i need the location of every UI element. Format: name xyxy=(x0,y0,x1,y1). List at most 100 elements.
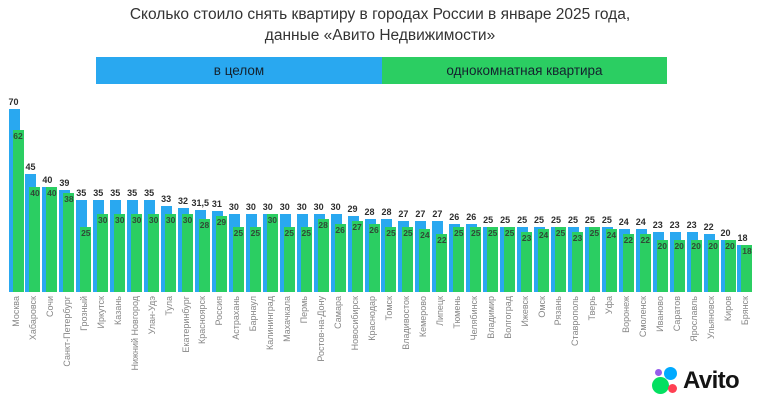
bar-group: 40 40 Сочи xyxy=(42,96,59,396)
x-axis-tick: Самара xyxy=(330,296,347,329)
value-label-overall: 31 xyxy=(211,199,222,209)
value-label-one-room: 20 xyxy=(691,241,701,251)
value-label-one-room: 30 xyxy=(267,215,278,225)
bar-one-room xyxy=(351,221,363,292)
bar-one-room xyxy=(656,240,668,292)
x-axis-label: Челябинск xyxy=(468,296,479,341)
bar-pair: 27 22 xyxy=(432,96,449,292)
x-axis-label: Волгоград xyxy=(502,296,513,339)
bar-pair: 30 26 xyxy=(330,96,347,292)
bar-group: 22 20 Ульяновск xyxy=(703,96,720,396)
bar-pair: 31,5 28 xyxy=(191,96,211,292)
value-label-overall: 22 xyxy=(703,222,714,232)
bar-pair: 35 30 xyxy=(110,96,127,292)
x-axis-tick: Ижевск xyxy=(517,296,534,327)
bar-one-room xyxy=(470,227,482,292)
value-label-one-room: 20 xyxy=(674,241,684,251)
x-axis-label: Новосибирск xyxy=(350,296,361,351)
x-axis-label: Екатеринбург xyxy=(180,296,191,353)
bar-group: 25 25 Волгоград xyxy=(500,96,517,396)
bar-one-room xyxy=(673,240,685,292)
bar-one-room xyxy=(436,234,448,292)
x-axis-tick: Тула xyxy=(161,296,178,316)
value-label-one-room: 25 xyxy=(471,228,481,238)
value-label-one-room: 20 xyxy=(657,241,667,251)
x-axis-tick: Волгоград xyxy=(500,296,517,339)
value-label-one-room: 26 xyxy=(369,225,379,235)
value-label-one-room: 20 xyxy=(725,241,735,251)
title-line-2: данные «Авито Недвижимости» xyxy=(264,27,496,44)
bar-group: 18 18 Брянск xyxy=(737,96,754,396)
bar-group: 30 25 Астрахань xyxy=(228,96,245,396)
x-axis-label: Калининград xyxy=(265,296,276,351)
bar-pair: 29 27 xyxy=(347,96,364,292)
x-axis-tick: Россия xyxy=(211,296,228,326)
x-axis-tick: Красноярск xyxy=(194,296,211,344)
bar-one-room xyxy=(741,245,753,292)
value-label-overall: 25 xyxy=(601,215,612,225)
bar-pair: 25 25 xyxy=(551,96,568,292)
value-label-overall: 24 xyxy=(618,217,629,227)
bar-group: 32 30 Екатеринбург xyxy=(178,96,195,396)
bar-one-room xyxy=(487,227,499,292)
bar-pair: 32 30 xyxy=(178,96,195,292)
x-axis-label: Россия xyxy=(214,296,225,326)
bar-group: 25 24 Омск xyxy=(534,96,551,396)
value-label-overall: 27 xyxy=(415,209,426,219)
x-axis-tick: Омск xyxy=(534,296,551,318)
bar-pair: 30 25 xyxy=(245,96,262,292)
bar-group: 30 30 Калининград xyxy=(262,96,279,396)
value-label-one-room: 30 xyxy=(148,215,159,225)
value-label-one-room: 62 xyxy=(13,131,23,141)
bar-group: 35 30 Нижний Новгород xyxy=(127,96,144,396)
value-label-one-room: 25 xyxy=(487,228,498,238)
bar-one-room xyxy=(266,214,278,292)
legend-item-one-room: однокомнатная квартира xyxy=(382,57,667,84)
bar-one-room xyxy=(232,227,244,292)
chart-legend: в целом однокомнатная квартира xyxy=(96,57,667,84)
value-label-overall: 45 xyxy=(25,162,36,172)
bar-pair: 27 25 xyxy=(398,96,415,292)
value-label-one-room: 18 xyxy=(742,246,752,256)
x-axis-tick: Тюмень xyxy=(449,296,466,329)
value-label-one-room: 25 xyxy=(284,228,294,238)
x-axis-label: Астрахань xyxy=(231,296,242,340)
bar-one-room xyxy=(80,227,92,292)
x-axis-tick: Калининград xyxy=(262,296,279,350)
x-axis-label: Владивосток xyxy=(400,296,411,350)
x-axis-label: Иркутск xyxy=(95,296,106,329)
x-axis-label: Ставрополь xyxy=(570,296,581,346)
x-axis-label: Москва xyxy=(10,296,21,327)
x-axis-tick: Ульяновск xyxy=(703,296,720,339)
bar-pair: 25 23 xyxy=(517,96,534,292)
value-label-one-room: 25 xyxy=(454,228,464,238)
value-label-one-room: 26 xyxy=(335,225,345,235)
x-axis-label: Улан-Удэ xyxy=(146,296,157,335)
value-label-overall: 39 xyxy=(59,178,70,188)
bar-pair: 28 25 xyxy=(381,96,398,292)
bar-group: 24 22 Воронеж xyxy=(618,96,635,396)
value-label-overall: 30 xyxy=(313,202,324,212)
bar-group: 30 28 Ростов-на-Дону xyxy=(313,96,330,396)
bar-pair: 25 24 xyxy=(534,96,551,292)
x-axis-label: Ижевск xyxy=(519,296,530,327)
legend-item-overall: в целом xyxy=(96,57,382,84)
page-title: Сколько стоило снять квартиру в городах … xyxy=(0,4,760,46)
x-axis-label: Сочи xyxy=(44,296,55,318)
x-axis-tick: Астрахань xyxy=(228,296,245,340)
value-label-one-room: 23 xyxy=(521,233,532,243)
bar-pair: 25 25 xyxy=(584,96,601,292)
value-label-overall: 33 xyxy=(161,194,172,204)
x-axis-label: Тула xyxy=(163,296,174,316)
x-axis-tick: Иваново xyxy=(652,296,669,332)
x-axis-tick: Челябинск xyxy=(466,296,483,340)
bar-one-room xyxy=(368,224,380,292)
bar-group: 26 25 Челябинск xyxy=(466,96,483,396)
bar-group: 27 22 Липецк xyxy=(432,96,449,396)
bar-chart: 70 62 Москва 45 40 Хабаровск 40 40 Сочи 39 38 Санкт… xyxy=(8,96,754,396)
bar-pair: 26 25 xyxy=(466,96,483,292)
x-axis-tick: Липецк xyxy=(432,296,449,326)
title-line-1: Сколько стоило снять квартиру в городах … xyxy=(129,6,631,23)
avito-logo-text: Avito xyxy=(683,367,740,394)
bar-group: 25 24 Уфа xyxy=(601,96,618,396)
